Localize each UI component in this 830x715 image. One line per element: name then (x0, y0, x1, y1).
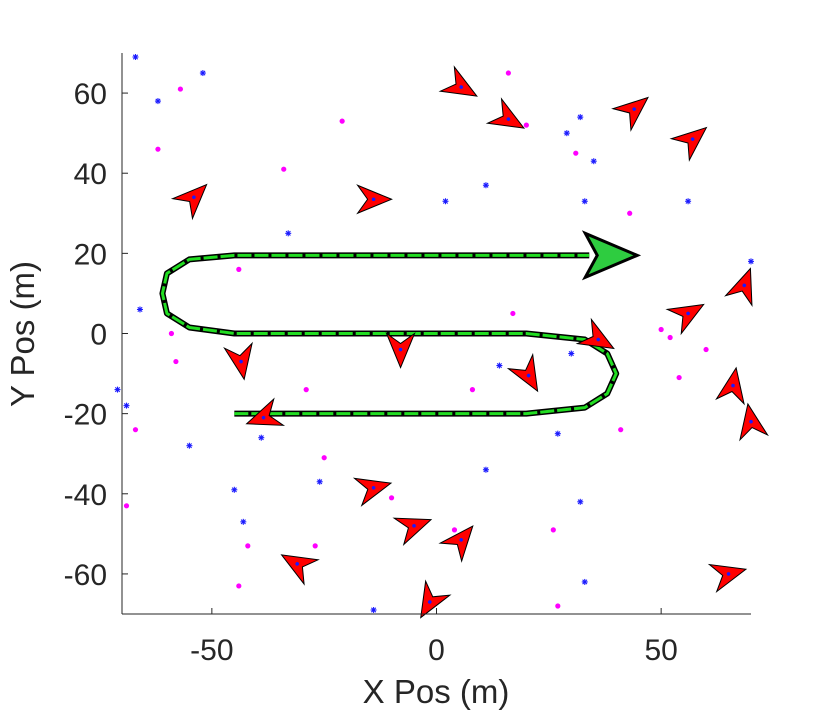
magenta-point (505, 70, 511, 76)
y-tick-label: -60 (64, 559, 107, 592)
heading-marker (438, 525, 474, 563)
blue-star-point (285, 230, 292, 237)
magenta-point (236, 266, 242, 272)
heading-marker (665, 303, 705, 336)
blue-star-point (581, 198, 588, 205)
estimated-trajectory-line (160, 253, 618, 416)
blue-star-point (482, 182, 489, 189)
blue-star-point (114, 386, 121, 393)
blue-star-point (316, 478, 323, 485)
magenta-point (388, 495, 395, 501)
magenta-point (155, 146, 161, 152)
blue-star-point (231, 486, 238, 493)
blue-star-point (568, 350, 575, 357)
heading-marker (170, 183, 208, 221)
blue-star-point (258, 434, 265, 441)
blue-star-point (186, 442, 193, 449)
magenta-point (676, 374, 682, 381)
blue-star-point (370, 606, 377, 613)
x-axis-label: X Pos (m) (363, 673, 510, 710)
magenta-point (703, 346, 709, 353)
y-tick-label: 0 (90, 319, 107, 352)
magenta-point (573, 150, 579, 156)
blue-star-point (581, 578, 588, 585)
blue-star-point (496, 362, 503, 369)
magenta-point (303, 387, 309, 393)
magenta-point (451, 527, 458, 533)
plot-area (114, 54, 769, 619)
magenta-point (321, 455, 327, 461)
blue-star-point (482, 466, 489, 473)
heading-marker (280, 554, 320, 586)
blue-star-point (563, 130, 570, 137)
heading-marker (245, 397, 286, 426)
magenta-point (177, 86, 184, 92)
magenta-point (469, 387, 476, 393)
heading-marker (420, 579, 452, 619)
y-tick-label: 60 (74, 78, 107, 111)
magenta-point (123, 503, 130, 509)
magenta-point (510, 310, 516, 317)
trajectory-end-arrowhead (581, 230, 642, 281)
blue-star-point (577, 114, 584, 121)
x-tick-label: 0 (428, 634, 445, 667)
heading-marker (485, 97, 526, 129)
heading-marker (392, 517, 433, 547)
heading-marker (707, 563, 748, 594)
blue-star-point (748, 258, 754, 265)
heading-marker (669, 126, 708, 162)
heading-marker (715, 366, 745, 406)
magenta-point (168, 330, 175, 337)
blue-star-point (123, 402, 130, 409)
x-tick-label: -50 (190, 634, 233, 667)
y-axis-label: Y Pos (m) (4, 261, 41, 407)
magenta-point (523, 122, 529, 128)
magenta-point (132, 427, 139, 433)
blue-star-point (554, 430, 561, 437)
magenta-point (281, 166, 287, 172)
magenta-point (618, 427, 624, 433)
blue-star-point (577, 498, 584, 505)
magenta-point (627, 210, 633, 216)
blue-star-point (199, 70, 206, 77)
magenta-point (550, 527, 556, 533)
heading-marker (575, 317, 615, 350)
heading-marker (611, 96, 649, 132)
y-tick-label: -40 (64, 479, 107, 512)
blue-star-point (685, 198, 692, 205)
ticks: -50 0 50 60 40 20 0 -20 -40 -60 (64, 78, 678, 667)
y-tick-label: 40 (74, 158, 107, 191)
blue-star-point (136, 306, 143, 313)
magenta-point (236, 583, 242, 589)
heading-marker (739, 402, 769, 442)
magenta-point (245, 543, 251, 549)
x-tick-label: 50 (644, 634, 677, 667)
heading-marker (438, 65, 478, 97)
blue-star-point (154, 98, 161, 105)
magenta-point (555, 603, 561, 609)
magenta-point (312, 543, 318, 549)
magenta-point (339, 118, 345, 124)
heading-marker (724, 267, 753, 307)
heading-marker (506, 352, 539, 393)
magenta-point (658, 326, 664, 333)
y-tick-label: 20 (74, 238, 107, 271)
heading-marker (352, 477, 393, 507)
blue-star-point (590, 158, 597, 165)
magenta-point (173, 358, 179, 365)
y-tick-label: -20 (64, 399, 107, 432)
magenta-point (667, 334, 673, 341)
blue-star-point (442, 198, 449, 205)
blue-star-point (132, 54, 139, 61)
blue-star-point (240, 518, 247, 525)
heading-marker (223, 341, 253, 381)
heading-marker (385, 332, 416, 369)
heading-marker (356, 184, 393, 215)
